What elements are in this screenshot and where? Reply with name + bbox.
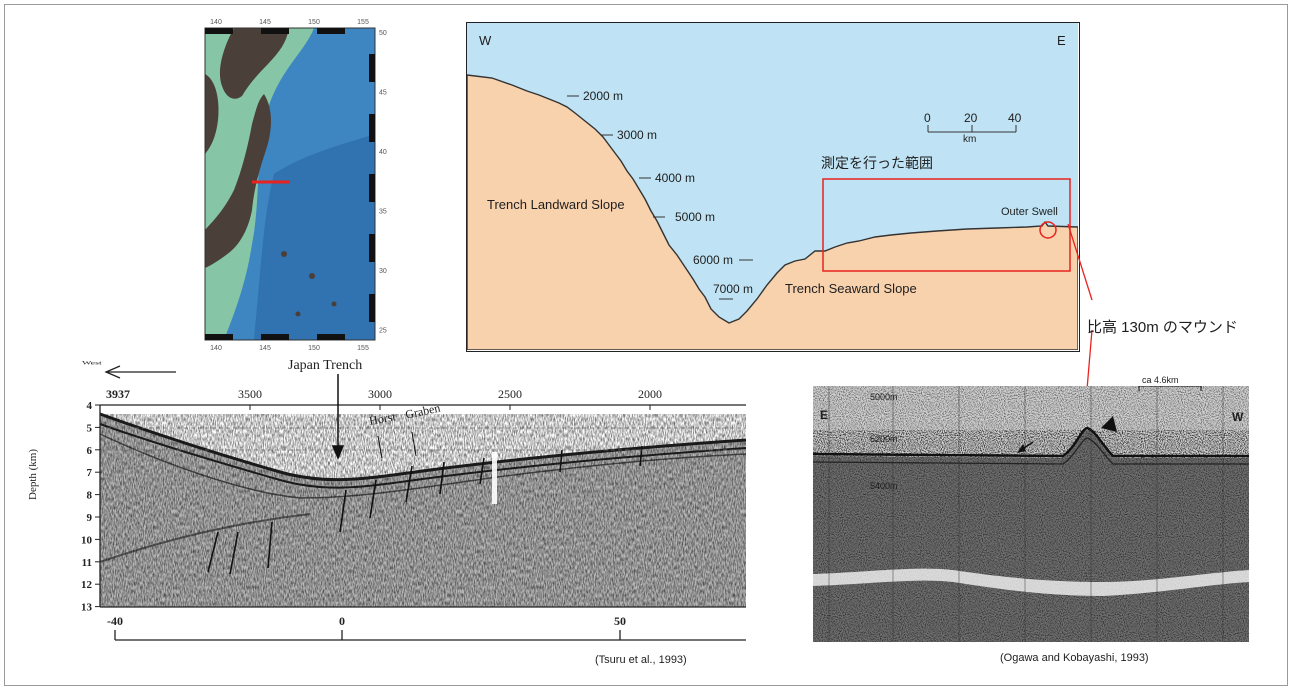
trench-profile-panel: W E 2000 m 3000 m 4000 m 5000 m 6000 m 7… [466, 22, 1080, 352]
distance-axis-tick-label: 0 [339, 614, 345, 628]
tsuru-citation: (Tsuru et al., 1993) [595, 654, 687, 666]
mound-sediment-noise [813, 430, 1249, 642]
map-lon-tick-label: 140 [210, 345, 222, 352]
map-land-honshu [205, 94, 271, 268]
seismic-noise-texture [100, 414, 746, 607]
depth-axis-tick-label: 10 [81, 534, 93, 546]
west-direction-label: West [82, 360, 102, 367]
outer-swell-label: Outer Swell [1001, 206, 1058, 218]
depth-guide-lines [100, 427, 746, 451]
depth-label-5000m: 5000m [870, 392, 898, 402]
map-deep-basin [254, 134, 375, 340]
map-lat-tick-label: 30 [379, 268, 387, 275]
depth-label-4000: 4000 m [655, 171, 696, 185]
seismic-reflectors [99, 412, 746, 563]
depth-axis-tick-label: 6 [87, 445, 93, 457]
bathymetry-map: 140 145 150 155 140 145 150 155 50 45 40 35 30 25 [204, 19, 387, 352]
depth-label-5000: 5000 m [675, 210, 716, 224]
map-seamount [295, 311, 301, 317]
top-axis-tick-label: 2500 [498, 387, 522, 401]
depth-tick-marks [567, 95, 753, 300]
map-seamount [309, 273, 315, 279]
seismic-faults [207, 445, 643, 575]
depth-axis-tick-label: 13 [81, 602, 93, 614]
map-lon-tick-label: 140 [210, 19, 222, 26]
map-lon-tick-label: 145 [259, 19, 271, 26]
depth-label-5400m: 5400m [870, 481, 898, 491]
map-shelf [205, 28, 314, 340]
map-lat-tick-label: 45 [379, 90, 387, 97]
map-lat-tick-label: 25 [379, 328, 387, 335]
mound-west-label: W [1232, 410, 1244, 424]
scale-unit-label: km [963, 134, 977, 145]
map-lat-tick-label: 35 [379, 209, 387, 216]
map-lon-tick-label: 150 [308, 345, 320, 352]
survey-range-label: 測定を行った範囲 [821, 155, 933, 171]
data-gap-streak [492, 452, 497, 504]
scale-tick-20: 20 [964, 111, 978, 125]
mound-height-label: 比高 130m のマウンド [1087, 319, 1238, 336]
trench-profile-svg [467, 23, 1078, 350]
map-land-hokkaido [219, 28, 289, 99]
top-axis-tick-label: 3500 [238, 387, 262, 401]
seismic-axes [99, 404, 746, 641]
depth-label-3000: 3000 m [617, 128, 658, 142]
mound-scale-label: ca 4.6km [1142, 375, 1179, 385]
seaward-slope-label: Trench Seaward Slope [785, 281, 917, 296]
map-frame-checks [205, 28, 375, 340]
map-seamount [281, 251, 287, 257]
slide-frame [4, 4, 1288, 686]
scale-tick-40: 40 [1008, 111, 1022, 125]
map-lat-tick-label: 40 [379, 149, 387, 156]
depth-label-7000: 7000 m [713, 282, 754, 296]
seismic-section-mound [813, 386, 1249, 642]
mound-arrows [1017, 416, 1117, 453]
survey-range-box [822, 178, 1071, 272]
annotation-arrows [331, 374, 417, 460]
profile-east-label: E [1057, 33, 1066, 48]
map-lat-tick-label: 50 [379, 30, 387, 37]
seafloor-region [467, 74, 1078, 350]
japan-trench-label: Japan Trench [288, 358, 363, 373]
depth-label-6000: 6000 m [693, 253, 734, 267]
top-axis-tick-label: 2000 [638, 387, 662, 401]
top-axis-tick-label: 3937 [106, 387, 130, 401]
scale-tick-0: 0 [924, 111, 931, 125]
map-lon-tick-label: 155 [357, 345, 369, 352]
profile-scale-bar [927, 125, 1017, 133]
depth-axis-tick-label: 11 [82, 557, 92, 569]
distance-axis-tick-label: -40 [107, 614, 123, 628]
bright-reflector-band [813, 568, 1249, 596]
map-lon-tick-label: 155 [357, 19, 369, 26]
depth-axis-tick-label: 8 [87, 490, 93, 502]
top-axis-tick-label: 3000 [368, 387, 392, 401]
depth-axis-tick-label: 7 [87, 467, 93, 479]
ogawa-citation: (Ogawa and Kobayashi, 1993) [1000, 652, 1149, 664]
mound-scale-bar [1138, 386, 1202, 391]
depth-axis-title: Depth (km) [27, 448, 39, 500]
depth-axis-tick-label: 5 [87, 422, 93, 434]
map-seamount [331, 301, 337, 307]
landward-slope-label: Trench Landward Slope [487, 197, 625, 212]
depth-axis-tick-label: 9 [87, 512, 93, 524]
depth-axis-tick-label: 12 [81, 579, 93, 591]
subseafloor-reflector [813, 437, 1249, 465]
vertical-grid-lines [828, 386, 1224, 642]
profile-west-label: W [479, 33, 492, 48]
map-lon-tick-label: 150 [308, 19, 320, 26]
distance-axis-tick-label: 50 [614, 614, 626, 628]
mound-circle [1039, 221, 1057, 239]
depth-label-2000: 2000 m [583, 89, 624, 103]
mound-east-label: E [820, 408, 829, 422]
depth-label-5200m: 5200m [870, 434, 898, 444]
map-land-korea [205, 74, 219, 154]
seismic-section-japan-trench: 3937 3500 3000 2500 2000 4 5 6 7 8 9 10 11 12 13 -40 0 50 [81, 365, 746, 641]
map-lon-tick-label: 145 [259, 345, 271, 352]
seafloor-reflector [813, 426, 1249, 458]
depth-axis-tick-label: 4 [87, 400, 93, 412]
west-direction-arrow [104, 365, 176, 379]
